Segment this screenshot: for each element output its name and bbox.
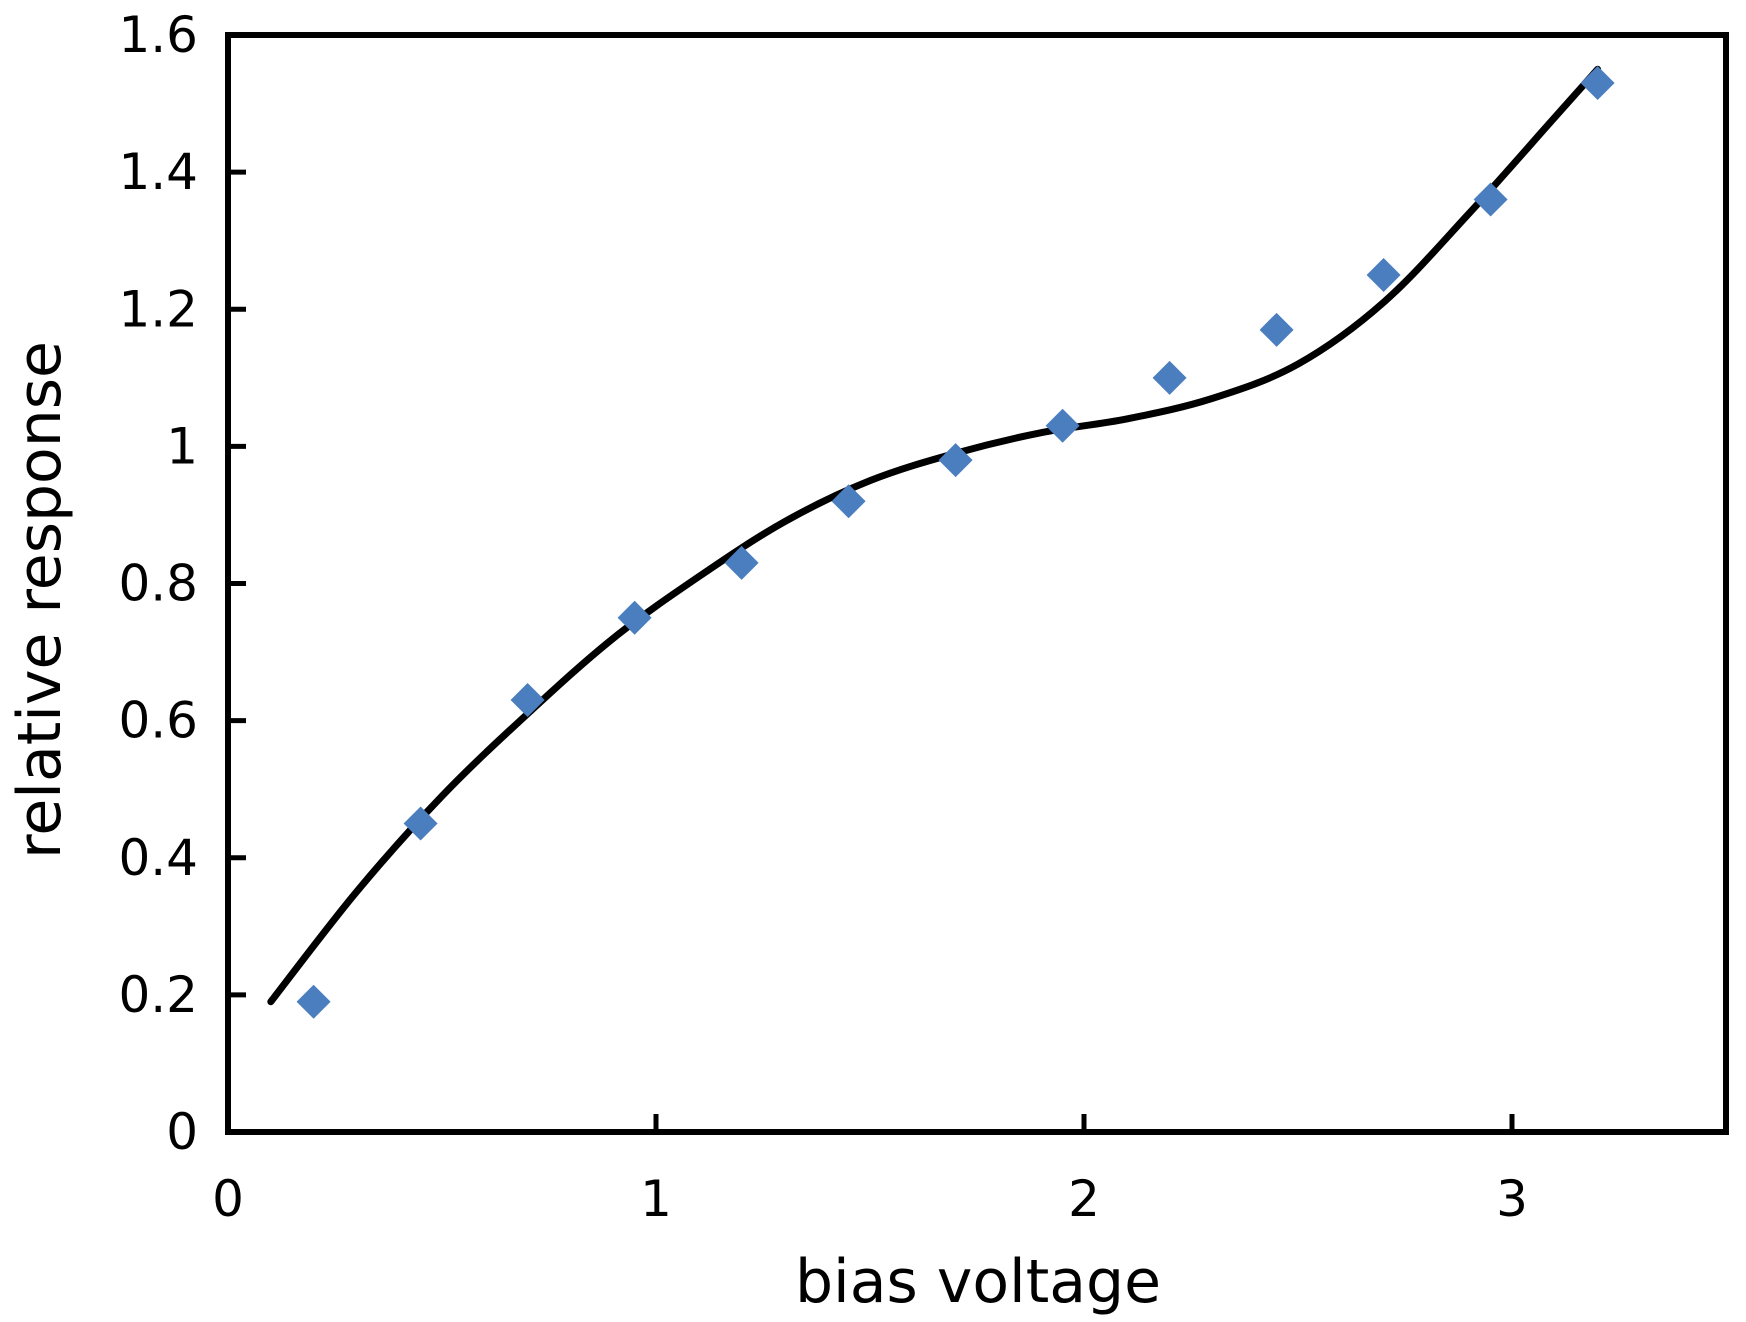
x-axis-title: bias voltage bbox=[795, 1247, 1161, 1317]
data-point-marker bbox=[403, 806, 438, 841]
data-point-marker bbox=[510, 683, 545, 718]
data-point-marker bbox=[831, 484, 866, 519]
data-point-marker bbox=[617, 600, 652, 635]
data-point-marker bbox=[1473, 182, 1508, 217]
y-tick-label: 1.4 bbox=[118, 143, 198, 201]
y-tick-label: 0.2 bbox=[118, 966, 198, 1024]
data-point-marker bbox=[1045, 408, 1080, 443]
axis-ticks: 0 0.2 0.4 0.6 0.8 1 1.2 1.4 1.6 0 1 2 3 bbox=[118, 6, 1527, 1228]
data-point-marker bbox=[1259, 312, 1294, 347]
y-tick-label: 0.4 bbox=[118, 829, 198, 887]
y-axis-title: relative response bbox=[5, 341, 75, 859]
plot-marks bbox=[267, 65, 1615, 1019]
y-tick-label: 1.2 bbox=[118, 280, 198, 338]
data-point-marker bbox=[938, 443, 973, 478]
x-tick-label: 1 bbox=[640, 1170, 672, 1228]
data-point-marker bbox=[1580, 65, 1615, 100]
data-point-marker bbox=[724, 545, 759, 580]
y-tick-label: 0 bbox=[166, 1103, 198, 1161]
x-tick-label: 0 bbox=[212, 1170, 244, 1228]
data-point-marker bbox=[1152, 360, 1187, 395]
x-tick-label: 3 bbox=[1496, 1170, 1528, 1228]
y-tick-label: 0.6 bbox=[118, 692, 198, 750]
data-point-marker bbox=[296, 984, 331, 1019]
y-tick-label: 1.6 bbox=[118, 6, 198, 64]
fit-curve bbox=[267, 65, 1602, 1006]
plot-area-frame bbox=[225, 32, 1729, 1135]
y-tick-label: 1 bbox=[166, 417, 198, 475]
y-tick-label: 0.8 bbox=[118, 555, 198, 613]
x-tick-label: 2 bbox=[1068, 1170, 1100, 1228]
data-point-marker bbox=[1366, 257, 1401, 292]
